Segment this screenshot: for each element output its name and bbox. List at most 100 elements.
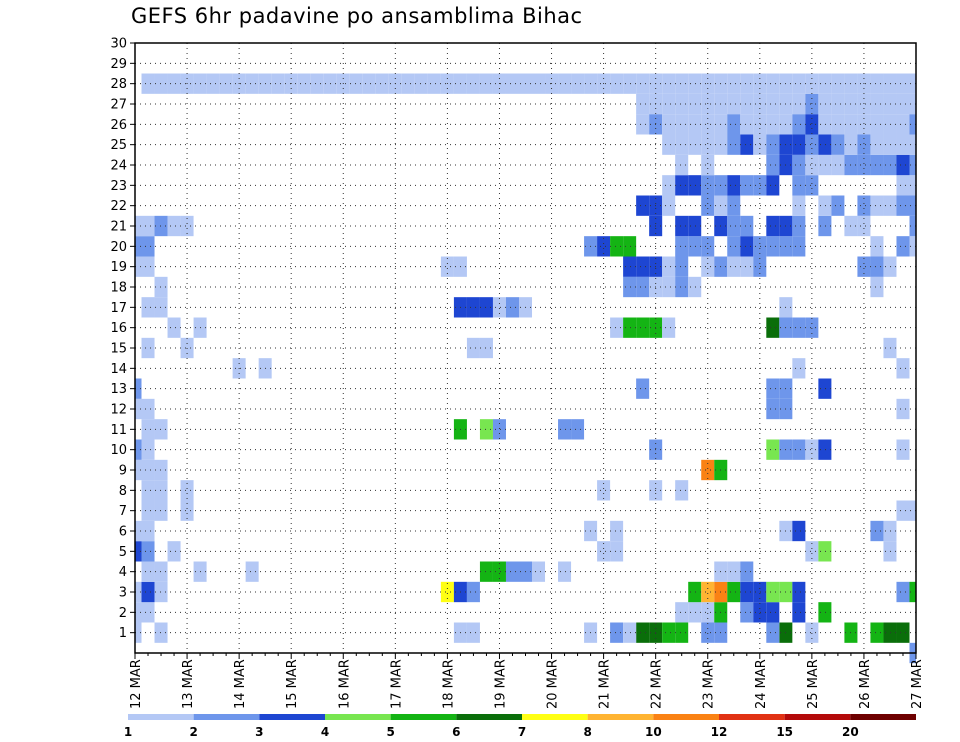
heatmap-cell (636, 73, 650, 94)
heatmap-cell (597, 480, 611, 501)
heatmap-cell (766, 73, 780, 94)
heatmap-cell (610, 317, 624, 338)
heatmap-cell (766, 154, 780, 176)
heatmap-cell (597, 541, 611, 562)
heatmap-cell (466, 73, 480, 94)
heatmap-cell (883, 114, 897, 135)
heatmap-cell (896, 398, 910, 420)
heatmap-cell (792, 215, 806, 237)
heatmap-cell (727, 236, 741, 257)
heatmap-cell (466, 337, 480, 359)
heatmap-cell (766, 439, 780, 460)
colorbar-swatch (259, 714, 325, 720)
y-tick-label: 19 (110, 260, 127, 275)
heatmap-cell (375, 73, 389, 94)
y-tick-label: 27 (110, 98, 127, 113)
heatmap-cell (870, 134, 884, 155)
heatmap-cell (245, 73, 259, 94)
heatmap-cell (675, 93, 689, 115)
colorbar-level-label: 1 (124, 725, 132, 739)
heatmap-cell (636, 622, 650, 643)
heatmap-cell (466, 581, 480, 603)
y-tick-label: 10 (110, 443, 127, 458)
heatmap-cell (245, 561, 259, 582)
heatmap-cell (701, 602, 715, 623)
heatmap-cell (818, 541, 832, 562)
heatmap-cell (766, 317, 780, 338)
heatmap-cell (135, 215, 142, 237)
heatmap-cell (740, 561, 754, 582)
colorbar-swatch (850, 714, 916, 720)
heatmap-cell (141, 215, 155, 237)
heatmap-cell (896, 622, 910, 643)
heatmap-cell (440, 581, 454, 603)
heatmap-cell (135, 541, 142, 562)
heatmap-cell (675, 154, 689, 176)
heatmap-cell (610, 73, 624, 94)
colorbar-swatch (325, 714, 391, 720)
heatmap-cell (805, 134, 819, 155)
heatmap-cell (831, 195, 845, 216)
heatmap-cell (727, 256, 741, 277)
heatmap-cell (349, 73, 363, 94)
heatmap-cell (135, 378, 142, 399)
colorbar-level-label: 6 (452, 725, 460, 739)
heatmap-cell (688, 134, 702, 155)
heatmap-cell (909, 581, 916, 603)
heatmap-cell (857, 256, 871, 277)
y-tick-label: 25 (110, 138, 127, 153)
heatmap-cell (896, 175, 910, 196)
heatmap-cell (154, 459, 168, 481)
heatmap-cell (492, 297, 506, 318)
heatmap-cell (766, 602, 780, 623)
heatmap-cell (675, 134, 689, 155)
heatmap-cell (870, 73, 884, 94)
heatmap-cell (662, 276, 676, 298)
colorbar-swatch (522, 714, 588, 720)
heatmap-cell (492, 419, 506, 440)
heatmap-cell (688, 581, 702, 603)
colorbar-swatch (128, 714, 194, 720)
y-tick-label: 26 (110, 118, 127, 133)
heatmap-cell (532, 73, 546, 94)
heatmap-cell (805, 154, 819, 176)
heatmap-cell (805, 175, 819, 196)
x-tick-label: 12 MAR (129, 659, 144, 709)
heatmap-cell (466, 622, 480, 643)
heatmap-cell (414, 73, 428, 94)
colorbar-level-label: 10 (645, 725, 662, 739)
heatmap-cell (271, 73, 285, 94)
heatmap-cell (688, 175, 702, 196)
heatmap-cell (141, 439, 155, 460)
x-tick-label: 21 MAR (598, 659, 613, 709)
heatmap-cell (883, 256, 897, 277)
heatmap-cell (831, 93, 845, 115)
y-tick-label: 15 (110, 342, 127, 357)
heatmap-cell (792, 114, 806, 135)
heatmap-cell (135, 581, 142, 603)
heatmap-cell (883, 520, 897, 542)
heatmap-cell (766, 378, 780, 399)
heatmap-cell (870, 520, 884, 542)
colorbar-swatch (784, 714, 851, 720)
heatmap-cell (623, 236, 637, 257)
heatmap-cell (571, 73, 585, 94)
heatmap-cell (505, 73, 519, 94)
y-tick-label: 3 (119, 586, 127, 601)
chart-title: GEFS 6hr padavine po ansamblima Bihac (131, 4, 583, 28)
colorbar-swatch (653, 714, 719, 720)
y-tick-label: 5 (119, 545, 127, 560)
heatmap-cell (610, 236, 624, 257)
heatmap-cell (896, 134, 910, 155)
heatmap-cell (818, 93, 832, 115)
heatmap-cell (154, 480, 168, 501)
heatmap-cell (675, 622, 689, 643)
heatmap-cell (896, 439, 910, 460)
heatmap-cell (818, 439, 832, 460)
heatmap-cell (688, 93, 702, 115)
heatmap-cell (154, 215, 168, 237)
heatmap-cell (636, 276, 650, 298)
heatmap-cell (727, 581, 741, 603)
heatmap-cell (141, 419, 155, 440)
heatmap-cell (135, 439, 142, 460)
